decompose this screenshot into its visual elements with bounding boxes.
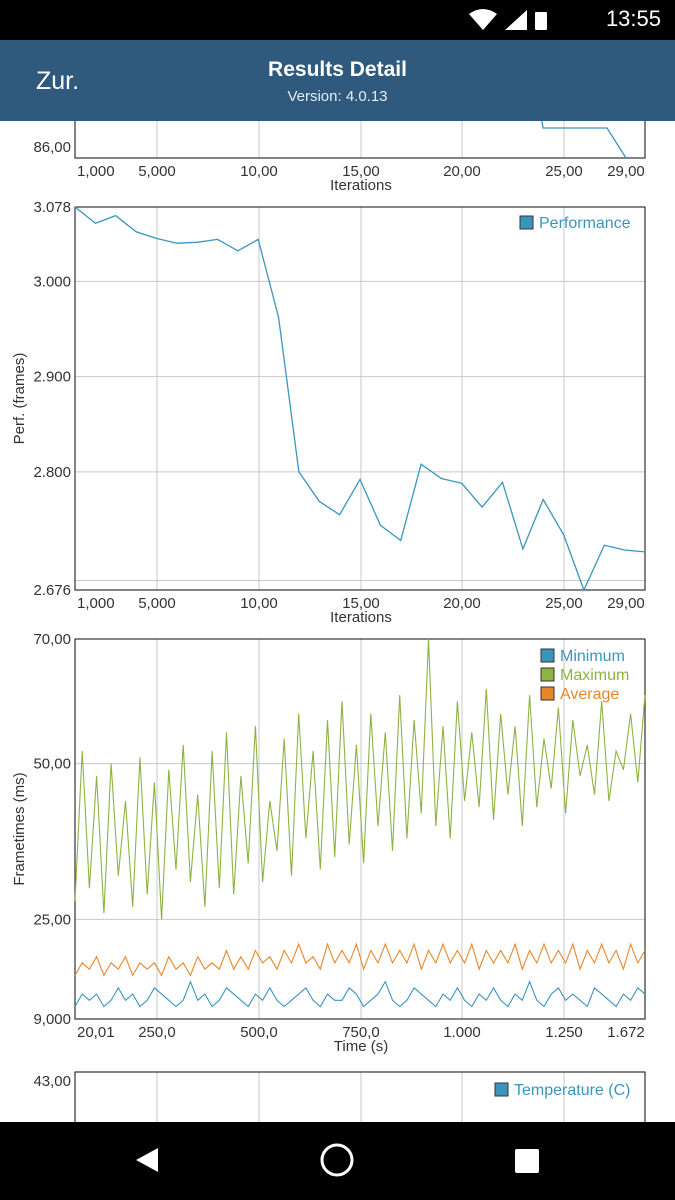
page-title: Results Detail [268,58,407,81]
x-axis-label-2: Time (s) [334,1038,388,1055]
y-tick-label-3-0: 43,00 [33,1073,71,1090]
performance-line [74,206,646,592]
nav-back-icon[interactable] [136,1148,158,1172]
legend-label-2-0: Minimum [560,648,625,665]
maximum-line [74,638,646,920]
legend-label-1-0: Performance [539,215,631,232]
x-tick-label-2-2: 500,0 [240,1024,278,1041]
signal-icon [505,10,527,30]
x-tick-label-1-0: 1,000 [77,595,115,612]
x-tick-label-0-4: 20,00 [443,163,481,180]
x-axis-label-0: Iterations [330,177,392,194]
nav-home-icon[interactable] [320,1143,354,1177]
legend-swatch-2-0 [540,648,555,663]
clock: 13:55 [605,6,661,31]
y-tick-label-2-3: 9,000 [33,1011,71,1028]
x-tick-label-2-5: 1.250 [545,1024,583,1041]
legend-swatch-3-0 [494,1082,509,1097]
x-tick-label-1-6: 29,00 [607,595,645,612]
status-icons [469,9,547,30]
y-axis-label-2: Frametimes (ms) [11,772,28,885]
battery-icon [535,12,547,30]
y-tick-label-1-2: 2.900 [33,369,71,386]
results-content[interactable]: 86,00 1,000 5,000 10,00 15,00 20,00 25,00 29,00… [0,121,675,1122]
x-tick-label-0-1: 5,000 [138,163,176,180]
y-tick-label-1-0: 3.078 [33,199,71,216]
legend-swatch-2-1 [540,667,555,682]
x-tick-label-1-5: 25,00 [545,595,583,612]
x-tick-label-1-2: 10,00 [240,595,278,612]
y-tick-label-1-3: 2.800 [33,464,71,481]
x-tick-label-2-6: 1.672 [607,1024,645,1041]
x-tick-label-1-4: 20,00 [443,595,481,612]
y-tick-label-0-0: 86,00 [33,139,71,156]
x-tick-label-2-4: 1.000 [443,1024,481,1041]
legend-label-3-0: Temperature (C) [514,1082,630,1099]
x-tick-label-2-0: 20,01 [77,1024,115,1041]
legend-swatch-1-0 [519,215,534,230]
x-tick-label-0-3: 15,00 [342,163,380,180]
y-tick-label-2-2: 25,00 [33,911,71,928]
nav-recents-icon[interactable] [515,1149,539,1173]
series-line-0 [541,121,627,159]
nav-bar [0,1122,675,1200]
plot-frame-3 [74,1071,646,1122]
average-line [74,942,646,977]
y-tick-label-1-4: 2.676 [33,582,71,599]
y-tick-label-2-1: 50,00 [33,756,71,773]
x-tick-label-0-6: 29,00 [607,163,645,180]
back-button[interactable]: Zur. [36,67,80,95]
x-tick-label-1-1: 5,000 [138,595,176,612]
x-tick-label-2-3: 750,0 [342,1024,380,1041]
y-tick-label-2-0: 70,00 [33,631,71,648]
status-bar: 13:55 [0,0,675,40]
plot-frame-2 [74,638,646,1020]
plot-frame-0 [74,121,646,159]
x-tick-label-0-0: 1,000 [77,163,115,180]
legend-swatch-2-2 [540,686,555,701]
legend-label-2-1: Maximum [560,667,629,684]
minimum-line [74,980,646,1008]
x-tick-label-2-1: 250,0 [138,1024,176,1041]
charts-canvas[interactable]: 86,00 1,000 5,000 10,00 15,00 20,00 25,00 29,00… [0,121,675,1122]
x-tick-label-0-2: 10,00 [240,163,278,180]
plot-frame-1 [74,206,646,591]
x-tick-label-1-3: 15,00 [342,595,380,612]
wifi-icon [469,9,497,30]
y-tick-label-1-1: 3.000 [33,273,71,290]
x-axis-label-1: Iterations [330,609,392,626]
app-bar: Zur. Results Detail Version: 4.0.13 [0,40,675,121]
x-tick-label-0-5: 25,00 [545,163,583,180]
y-axis-label-1: Perf. (frames) [11,353,28,445]
page-subtitle: Version: 4.0.13 [287,88,388,105]
legend-label-2-2: Average [560,686,619,703]
